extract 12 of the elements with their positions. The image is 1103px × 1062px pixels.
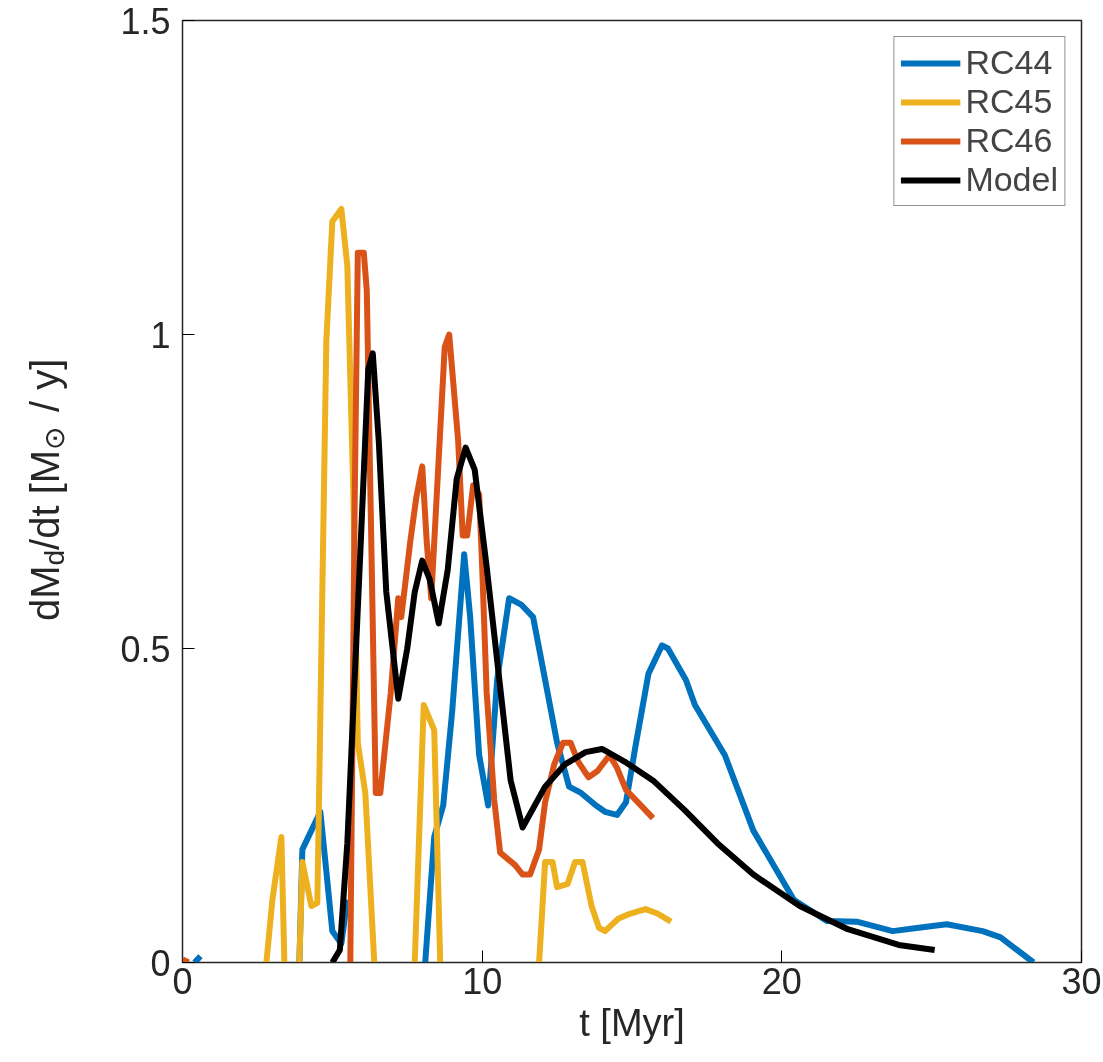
legend-label: RC44 — [965, 43, 1053, 82]
legend-label: RC45 — [965, 82, 1053, 121]
x-tick-label: 10 — [462, 960, 503, 1002]
x-axis-title: t [Myr] — [579, 1001, 685, 1044]
legend-label: RC46 — [965, 121, 1053, 160]
y-axis-title: dMd/dt [M⊙ / y] — [23, 358, 70, 622]
y-tick-label: 1.5 — [120, 0, 171, 42]
y-tick-label: 1 — [150, 314, 171, 356]
y-tick-label: 0.5 — [120, 628, 171, 670]
x-tick-label: 30 — [1061, 960, 1102, 1002]
x-tick-label: 20 — [761, 960, 802, 1002]
legend-label: Model — [965, 160, 1058, 199]
